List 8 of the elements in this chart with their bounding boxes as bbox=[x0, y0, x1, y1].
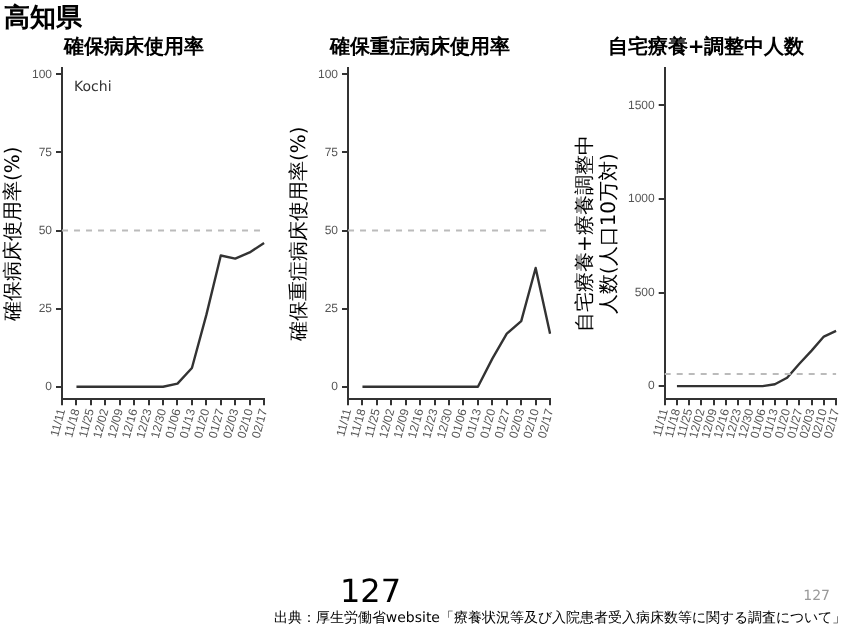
y-axis-title: 確保病床使用率(%) bbox=[1, 146, 26, 323]
text: 127 bbox=[340, 572, 402, 610]
text: 高知県 bbox=[4, 1, 82, 36]
y-axis-title: 自宅療養+療養調整中人数(人口10万対) bbox=[573, 135, 622, 333]
chart-title: 自宅療養+調整中人数 bbox=[607, 35, 807, 60]
chart-title: 確保病床使用率 bbox=[62, 35, 204, 60]
chart-title: 確保重症病床使用率 bbox=[328, 35, 510, 60]
y-axis-title: 確保重症病床使用率(%) bbox=[287, 126, 312, 343]
